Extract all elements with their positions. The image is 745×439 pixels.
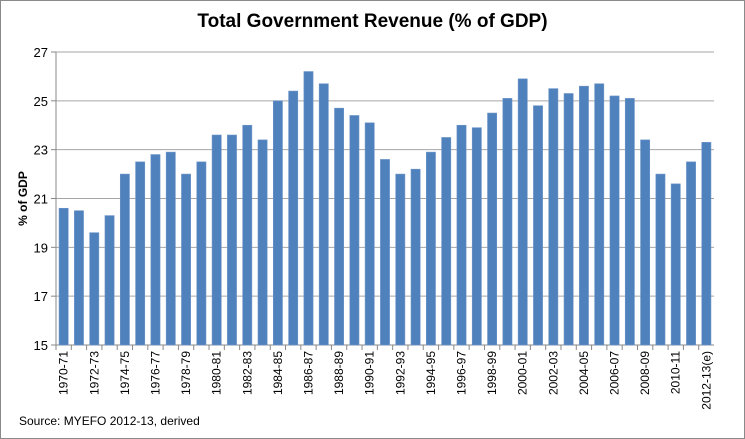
- x-tick-label: 1984-85: [271, 351, 285, 395]
- x-tick-label: 1986-87: [301, 351, 315, 395]
- bar: [670, 183, 681, 346]
- bar: [502, 98, 513, 346]
- bar: [288, 90, 299, 346]
- y-tick-label: 21: [34, 192, 48, 207]
- bar: [58, 207, 69, 346]
- bar: [579, 85, 589, 346]
- bar: [594, 83, 605, 346]
- bar: [456, 124, 467, 346]
- x-tick-label: 2006-07: [608, 351, 622, 395]
- x-tick-label: 1998-99: [485, 351, 499, 395]
- bar: [104, 215, 115, 346]
- bar: [487, 112, 498, 346]
- x-tick-label: 2010-11: [669, 351, 683, 394]
- bar: [272, 100, 283, 346]
- bar: [181, 173, 191, 346]
- x-tick-label: 1994-95: [424, 351, 438, 395]
- bar: [334, 107, 344, 346]
- bar: [533, 105, 543, 346]
- source-note: Source: MYEFO 2012-13, derived: [19, 414, 200, 428]
- x-tick-label: 1990-91: [363, 351, 377, 395]
- bar: [242, 124, 253, 346]
- bar: [318, 83, 329, 346]
- bar: [624, 98, 635, 346]
- bar: [563, 93, 574, 346]
- y-axis-label: % of GDP: [16, 171, 30, 226]
- bar: [89, 232, 100, 346]
- bar: [303, 71, 314, 346]
- x-tick-label: 2000-01: [516, 351, 530, 395]
- bar: [517, 78, 528, 346]
- x-tick-label: 1976-77: [148, 351, 162, 395]
- bar: [150, 154, 161, 346]
- bar: [211, 134, 222, 346]
- bar: [655, 173, 666, 346]
- x-tick-label: 1978-79: [179, 351, 193, 395]
- bar: [410, 168, 421, 346]
- x-tick-label: 1982-83: [240, 351, 254, 395]
- y-tick-label: 17: [34, 289, 48, 304]
- x-tick-label: 2008-09: [638, 351, 652, 395]
- x-tick-label: 2012-13(e): [699, 351, 713, 410]
- bar: [640, 139, 651, 346]
- bar: [380, 159, 390, 346]
- bar: [119, 173, 130, 346]
- bar: [686, 161, 696, 346]
- x-tick-label: 1970-71: [57, 351, 71, 395]
- y-tick-label: 15: [34, 338, 48, 353]
- bar: [471, 127, 482, 346]
- y-tick-label: 25: [34, 94, 48, 109]
- x-tick-label: 2002-03: [546, 351, 560, 395]
- bar: [349, 115, 360, 346]
- x-tick-label: 1980-81: [210, 351, 224, 395]
- bar: [548, 88, 559, 346]
- x-tick-label: 1992-93: [393, 351, 407, 395]
- bar: [364, 122, 375, 346]
- x-tick-label: 1988-89: [332, 351, 346, 395]
- x-tick-label: 2004-05: [577, 351, 591, 395]
- bar: [74, 210, 84, 346]
- bar: [701, 142, 712, 346]
- y-tick-label: 27: [34, 45, 48, 60]
- y-tick-label: 23: [34, 143, 48, 158]
- y-tick-label: 19: [34, 240, 48, 255]
- chart-title: Total Government Revenue (% of GDP): [197, 11, 548, 32]
- bar: [609, 95, 620, 346]
- x-tick-label: 1996-97: [455, 351, 469, 395]
- bar: [441, 137, 452, 346]
- bar: [395, 173, 406, 346]
- bar: [135, 161, 146, 346]
- bar: [257, 139, 268, 346]
- x-tick-label: 1974-75: [118, 351, 132, 395]
- bar: [426, 151, 436, 346]
- bar: [227, 134, 237, 346]
- x-tick-label: 1972-73: [87, 351, 101, 395]
- bar: [165, 151, 176, 346]
- bar: [196, 161, 207, 346]
